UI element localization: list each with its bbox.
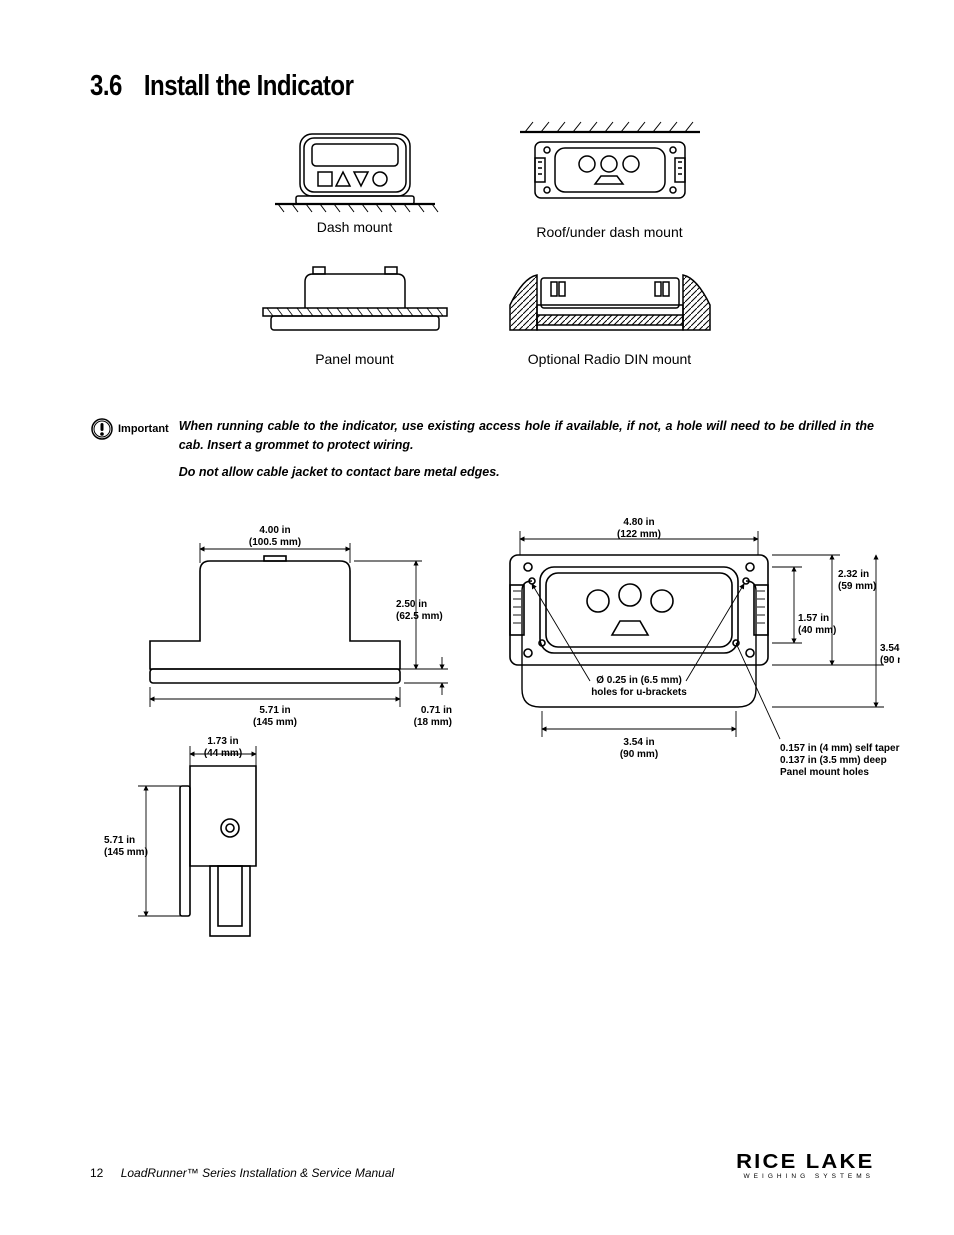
dims-right-block: 4.80 in (122 mm) 2.32 in (59 mm) 1.57 in… bbox=[480, 511, 900, 826]
dim-w-top-mm: (100.5 mm) bbox=[249, 537, 301, 548]
dim-base-mm: (145 mm) bbox=[253, 717, 297, 728]
dr-bw-mm: (90 mm) bbox=[620, 749, 658, 760]
roof-mount-figure bbox=[515, 118, 705, 218]
footer-left: 12 LoadRunner™ Series Installation & Ser… bbox=[90, 1166, 394, 1180]
mount-options-grid: Dash mount bbox=[242, 118, 722, 367]
panel-mount-label: Panel mount bbox=[242, 351, 467, 367]
dr-h1-in: 2.32 in bbox=[838, 569, 869, 580]
important-text: When running cable to the indicator, use… bbox=[179, 417, 874, 481]
footer-manual-title: LoadRunner™ Series Installation & Servic… bbox=[121, 1166, 394, 1180]
din-mount-label: Optional Radio DIN mount bbox=[497, 351, 722, 367]
roof-mount-cell: Roof/under dash mount bbox=[497, 118, 722, 240]
dim-lip-in: 0.71 in bbox=[421, 705, 452, 716]
dim-lip-mm: (18 mm) bbox=[414, 717, 452, 728]
dim-base-in: 5.71 in bbox=[259, 705, 290, 716]
dr-tap1: 0.157 in (4 mm) self taper bbox=[780, 743, 900, 754]
dr-h2-mm: (40 mm) bbox=[798, 625, 836, 636]
dr-h2-in: 1.57 in bbox=[798, 613, 829, 624]
dr-w-mm: (122 mm) bbox=[617, 529, 661, 540]
dim-ht-in: 5.71 in bbox=[104, 835, 135, 846]
dash-mount-label: Dash mount bbox=[242, 219, 467, 235]
din-mount-figure bbox=[505, 260, 715, 345]
dash-mount-cell: Dash mount bbox=[242, 118, 467, 240]
dr-w-in: 4.80 in bbox=[623, 517, 654, 528]
important-note: Important When running cable to the indi… bbox=[90, 417, 874, 481]
dr-bw-in: 3.54 in bbox=[623, 737, 654, 748]
dim-d-in: 1.73 in bbox=[207, 736, 238, 747]
page-footer: 12 LoadRunner™ Series Installation & Ser… bbox=[90, 1152, 874, 1181]
section-number: 3.6 bbox=[90, 70, 122, 104]
important-icon: Important bbox=[90, 417, 169, 441]
important-p1: When running cable to the indicator, use… bbox=[179, 417, 874, 455]
dr-h1-mm: (59 mm) bbox=[838, 581, 876, 592]
important-p2: Do not allow cable jacket to contact bar… bbox=[179, 463, 874, 482]
brand-logo: RICE LAKE WEIGHING SYSTEMS bbox=[744, 1152, 874, 1181]
dr-tap2: 0.137 in (3.5 mm) deep bbox=[780, 755, 887, 766]
dr-h3-in: 3.54 in bbox=[880, 643, 900, 654]
dr-hole-txt: holes for u-brackets bbox=[591, 687, 687, 698]
dim-h-in: 2.50 in bbox=[396, 599, 427, 610]
dim-h-mm: (62.5 mm) bbox=[396, 611, 443, 622]
dash-mount-figure bbox=[270, 118, 440, 213]
panel-mount-figure bbox=[255, 260, 455, 345]
dim-ht-mm: (145 mm) bbox=[104, 847, 148, 858]
panel-mount-cell: Panel mount bbox=[242, 260, 467, 367]
dr-h3-mm: (90 mm) bbox=[880, 655, 900, 666]
logo-main: RICE LAKE bbox=[731, 1152, 874, 1172]
dr-tap3: Panel mount holes bbox=[780, 767, 869, 778]
din-mount-cell: Optional Radio DIN mount bbox=[497, 260, 722, 367]
section-title-text: Install the Indicator bbox=[144, 70, 354, 102]
section-heading: 3.6 Install the Indicator bbox=[90, 70, 874, 104]
dim-d-mm: (44 mm) bbox=[204, 748, 242, 759]
page-number: 12 bbox=[90, 1166, 103, 1180]
roof-mount-label: Roof/under dash mount bbox=[497, 224, 722, 240]
dimension-drawings: 4.00 in (100.5 mm) 2.50 in (62.5 mm) 5.7… bbox=[90, 511, 874, 956]
dr-hole-in: Ø 0.25 in (6.5 mm) bbox=[596, 675, 682, 686]
important-label: Important bbox=[118, 423, 169, 435]
dims-left-block: 4.00 in (100.5 mm) 2.50 in (62.5 mm) 5.7… bbox=[90, 511, 460, 956]
logo-sub: WEIGHING SYSTEMS bbox=[744, 1174, 874, 1181]
dim-w-top-in: 4.00 in bbox=[259, 525, 290, 536]
